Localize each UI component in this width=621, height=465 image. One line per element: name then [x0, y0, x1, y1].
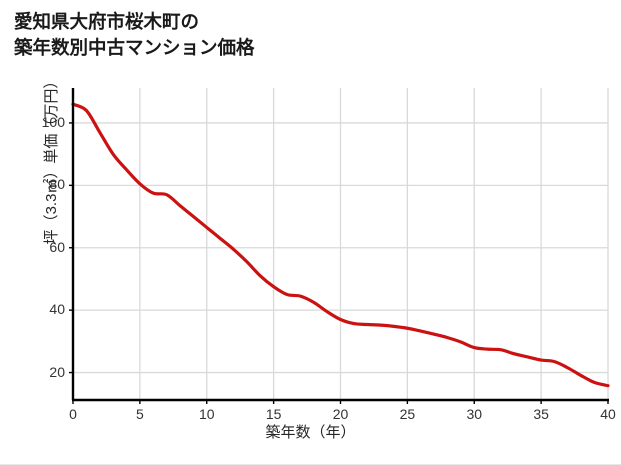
x-tick-label: 20	[332, 406, 349, 422]
x-tick-label: 5	[135, 406, 144, 422]
y-tick-label: 60	[49, 238, 65, 255]
tick-marks	[69, 122, 609, 404]
x-tick-label: 40	[600, 406, 616, 422]
x-tick-label: 30	[466, 406, 483, 422]
gridlines	[73, 88, 609, 400]
chart-title: 愛知県大府市桜木町の 築年数別中古マンション価格	[14, 11, 255, 59]
y-tick-label: 20	[49, 363, 65, 380]
y-axis-label-wrapper: 坪（3.3㎡）単価（万円）	[40, 14, 60, 304]
y-tick-label: 100	[41, 113, 65, 130]
y-tick-label: 40	[49, 301, 65, 318]
x-axis-label: 築年数（年）	[265, 424, 356, 441]
x-tick-label: 35	[533, 406, 549, 422]
y-tick-label: 80	[49, 176, 65, 193]
x-tick-label: 15	[265, 406, 282, 422]
x-tick-label: 10	[198, 406, 215, 422]
data-series-line	[71, 102, 610, 388]
y-axis-label: 坪（3.3㎡）単価（万円）	[42, 73, 60, 245]
x-tick-label: 0	[69, 406, 77, 422]
x-tick-label: 25	[399, 406, 416, 422]
